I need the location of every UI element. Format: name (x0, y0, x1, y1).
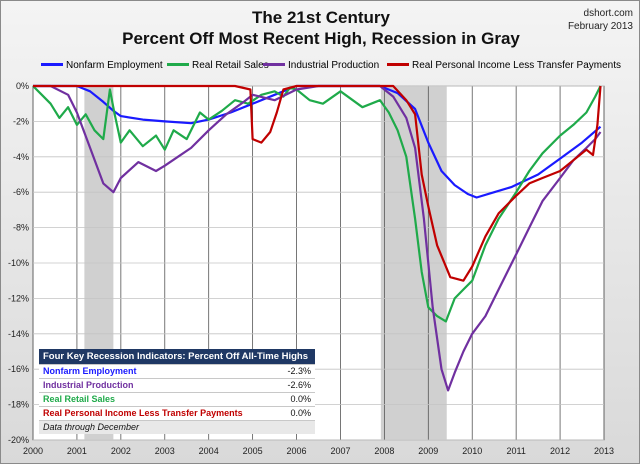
legend-label: Real Personal Income Less Transfer Payme… (412, 60, 621, 71)
x-axis-ticks: 2000 2001 2002 2003 2004 2005 2006 2007 2008 2009… (23, 446, 614, 456)
source-credit: dshort.com February 2013 (568, 7, 633, 33)
y-tick-label: -6% (13, 187, 29, 197)
row-label-retail: Real Retail Sales (39, 392, 267, 407)
x-tick-label: 2001 (67, 446, 87, 456)
x-tick-label: 2005 (243, 446, 263, 456)
y-tick-label: -2% (13, 116, 29, 126)
y-tick-label: -8% (13, 223, 29, 233)
chart-subtitle: Percent Off Most Recent High, Recession … (122, 29, 520, 48)
legend-swatch (263, 62, 285, 66)
row-value-industrial: -2.6% (267, 378, 315, 393)
x-tick-label: 2011 (506, 446, 525, 456)
x-tick-label: 2003 (155, 446, 175, 456)
legend-item-nonfarm: Nonfarm Employment (41, 59, 163, 73)
row-value-retail: 0.0% (267, 392, 315, 407)
row-value-income: 0.0% (267, 406, 315, 421)
x-tick-label: 2010 (462, 446, 482, 456)
y-tick-label: -12% (8, 293, 29, 303)
y-tick-label: -14% (8, 329, 29, 339)
y-axis-ticks: 0% -2% -4% -6% -8% -10% -12% -14% -16% -18% -20% (8, 81, 29, 445)
x-tick-label: 2002 (111, 446, 131, 456)
legend-item-income: Real Personal Income Less Transfer Payme… (387, 59, 621, 73)
table-row: Real Retail Sales 0.0% (39, 392, 315, 407)
row-label-industrial: Industrial Production (39, 378, 267, 393)
legend-label: Nonfarm Employment (66, 60, 163, 71)
legend-item-industrial: Industrial Production (263, 59, 379, 73)
source-date: February 2013 (567, 21, 633, 32)
table-row: Nonfarm Employment -2.3% (39, 364, 315, 379)
y-tick-label: -18% (8, 400, 29, 410)
table-note: Data through December (39, 420, 315, 434)
y-tick-label: -16% (8, 364, 29, 374)
x-tick-label: 2008 (374, 446, 394, 456)
series-line-real-personal-income-less-transfer-payments (33, 84, 602, 282)
row-label-income: Real Personal Income Less Transfer Payme… (39, 406, 267, 421)
x-tick-label: 2012 (550, 446, 570, 456)
legend-swatch (387, 62, 409, 66)
y-tick-label: 0% (16, 81, 29, 91)
table-row: Data through December (39, 420, 315, 434)
row-value-nonfarm: -2.3% (267, 364, 315, 379)
chart-title: The 21st Century Percent Off Most Recent… (1, 7, 640, 49)
row-label-nonfarm: Nonfarm Employment (39, 364, 267, 379)
legend-swatch (41, 62, 63, 66)
y-tick-label: -10% (8, 258, 29, 268)
indicator-table: Four Key Recession Indicators: Percent O… (39, 349, 315, 434)
source-name: dshort.com (583, 8, 633, 19)
x-tick-label: 2009 (418, 446, 438, 456)
x-tick-label: 2004 (199, 446, 219, 456)
series-lines (32, 84, 602, 392)
x-tick-label: 2013 (594, 446, 614, 456)
series-line-real-retail-sales (32, 85, 602, 323)
legend-label: Industrial Production (288, 60, 380, 71)
y-tick-label: -20% (8, 435, 29, 445)
legend-swatch (167, 62, 189, 66)
chart-title-line1: The 21st Century (252, 8, 390, 27)
legend-item-retail: Real Retail Sales (167, 59, 269, 73)
x-tick-label: 2000 (23, 446, 43, 456)
y-tick-label: -4% (13, 152, 29, 162)
table-row: Industrial Production -2.6% (39, 378, 315, 393)
table-header: Four Key Recession Indicators: Percent O… (39, 349, 315, 365)
x-tick-label: 2007 (330, 446, 350, 456)
chart-legend: Nonfarm Employment Real Retail Sales Ind… (1, 59, 640, 73)
table-row: Real Personal Income Less Transfer Payme… (39, 406, 315, 421)
legend-label: Real Retail Sales (192, 60, 269, 71)
x-tick-label: 2006 (287, 446, 307, 456)
